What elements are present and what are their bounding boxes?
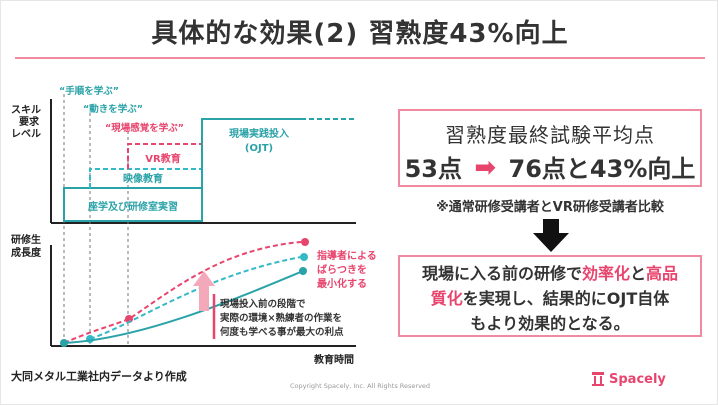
summary-line-2: 質化を実現し、結果的にOJT自体 [400,286,700,311]
stage-genba-label-2: (OJT) [245,143,273,154]
summary-text: と [630,264,647,283]
summary-text: 現場に入る前の研修で [421,264,582,283]
curve-teal-start-point [60,339,68,347]
stage-vr-line [127,143,202,169]
stage-eizo-label: 映像教育 [123,172,163,185]
curve-teal [63,270,304,344]
annotation-teacher-2: ばらつきを [317,263,367,276]
up-arrow-icon [193,271,215,311]
curve-cyan [89,256,302,340]
source-note: 大同メタル工業社内データより作成 [11,370,187,383]
curve-cyan-end-point [300,253,308,261]
compare-note: ※通常研修受講者とVR研修受講者比較 [436,200,664,215]
result-line: 53点 ➡ 76点と43%向上 [400,149,700,184]
result-after: 76点と43%向上 [508,155,696,183]
result-before: 53点 [404,155,463,183]
summary-highlight-efficiency: 効率化 [581,264,630,283]
bottom-axis-label-2: 成長度 [11,246,42,259]
annotation-merit-1: 現場投入前の段階で [220,298,306,310]
stage-vr-label: VR教育 [145,152,180,165]
level-label-ugoki: “動きを学ぶ” [83,103,143,115]
annotation-teacher-1: 指導者による [317,249,377,262]
curve-pink [63,241,302,344]
annotation-merit-2: 実際の環境×熟練者の作業を [220,312,342,324]
stage-genba-line [201,118,301,221]
stage-genba-label-1: 現場実践投入 [229,127,289,140]
top-axis-label-2: 要求 [19,115,40,128]
slide-title: 具体的な効果(2) 習熟度43%向上 [151,19,569,49]
stage-eizo-line [89,168,202,188]
result-box: 習熟度最終試験平均点 53点 ➡ 76点と43%向上 [398,109,702,187]
summary-text: を実現し、結果的にOJT自体 [462,289,670,308]
result-title: 習熟度最終試験平均点 [445,123,655,147]
summary-line-3: もより効果的となる。 [470,314,630,333]
summary-highlight-quality: 高品 [646,264,679,283]
down-arrow-icon [533,219,569,252]
summary-box: 現場に入る前の研修で効率化と高品 質化を実現し、結果的にOJT自体 もより効果的… [398,255,702,337]
x-axis-label: 教育時間 [313,353,354,366]
annotation-teacher-3: 最小化する [317,277,367,290]
logo-icon [592,372,604,386]
stage-zagaku-label: 座学及び研修室実習 [87,200,178,213]
copyright: Copyright Spacely, Inc. All Rights Reser… [289,382,431,390]
curve-pink-end-point [301,238,309,246]
summary-highlight-quality-end: 質化 [430,289,463,308]
curve-teal-end-point [299,267,307,275]
right-arrow-icon: ➡ [474,153,497,183]
summary-line-1: 現場に入る前の研修で効率化と高品 [400,261,700,286]
bottom-axis-label-1: 研修生 [11,233,41,246]
level-label-tejun: “手順を学ぶ” [59,85,119,97]
level-label-kankaku: “現場感覚を学ぶ” [105,122,184,134]
logo-text: Spacely [609,371,666,387]
title-underline [15,57,705,59]
top-axis-label-3: レベル [11,128,41,140]
spacely-logo: Spacely [591,369,666,389]
training-chart: スキル 要求 レベル “手順を学ぶ” “動きを学ぶ” “現場感覚を学ぶ” 座学及… [11,85,377,366]
top-axis-label-1: スキル [11,104,41,116]
annotation-merit-3: 何度も学べる事が最大の利点 [220,326,344,338]
